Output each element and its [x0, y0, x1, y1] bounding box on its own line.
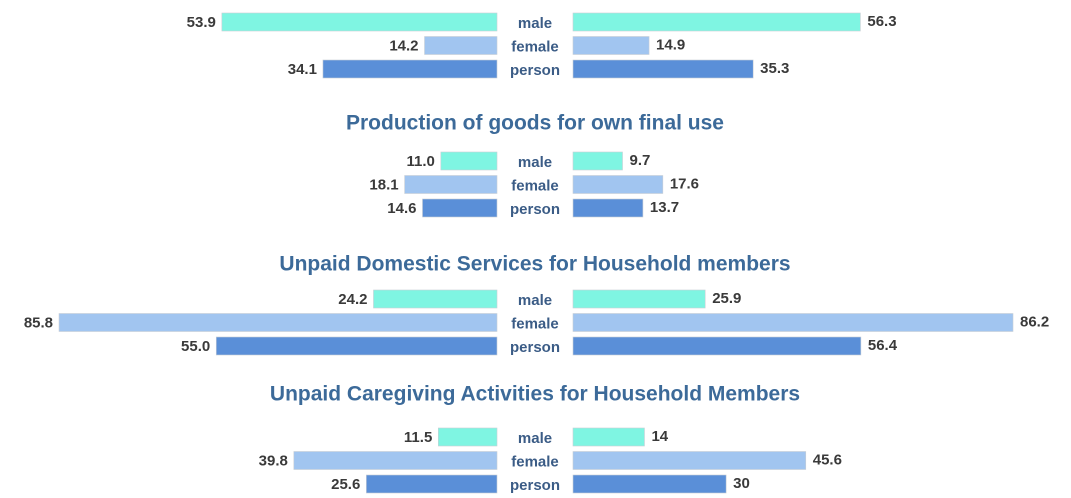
value-label-right: 17.6 [670, 175, 699, 192]
category-label: female [511, 177, 559, 194]
bar-right-male [572, 12, 861, 32]
bar-right-person [572, 336, 862, 356]
value-label-right: 14 [651, 428, 668, 445]
value-label-right: 14.9 [656, 36, 685, 53]
value-label-left: 53.9 [187, 14, 216, 31]
value-label-left: 11.5 [404, 429, 432, 446]
value-label-left: 18.1 [369, 176, 398, 193]
value-label-right: 13.7 [650, 199, 679, 216]
value-label-left: 14.6 [387, 200, 416, 217]
bar-left-person [366, 474, 498, 494]
bar-left-female [424, 36, 498, 55]
bar-left-person [322, 59, 498, 79]
bar-right-female [572, 36, 650, 55]
category-label: person [510, 477, 560, 494]
category-label: person [510, 339, 560, 356]
category-label: female [511, 38, 559, 55]
category-label: female [511, 453, 559, 470]
value-label-left: 85.8 [24, 314, 53, 331]
value-label-right: 86.2 [1020, 313, 1049, 330]
bar-left-male [373, 289, 498, 309]
bar-left-male [437, 427, 498, 447]
value-label-right: 25.9 [712, 290, 741, 307]
category-label: person [510, 201, 560, 218]
value-label-right: 35.3 [760, 60, 789, 77]
value-label-right: 45.6 [813, 451, 842, 468]
value-label-right: 9.7 [630, 152, 651, 169]
bar-right-female [572, 175, 664, 194]
category-label: female [511, 315, 559, 332]
value-label-left: 24.2 [338, 291, 367, 308]
bar-right-male [572, 151, 623, 171]
bar-left-male [221, 12, 498, 32]
category-label: male [518, 154, 552, 171]
value-label-left: 34.1 [288, 61, 317, 78]
value-label-right: 56.3 [867, 13, 896, 30]
category-label: person [510, 62, 560, 79]
bar-left-person [215, 336, 498, 356]
bar-left-female [404, 175, 498, 194]
bar-right-person [572, 59, 754, 79]
value-label-left: 39.8 [259, 452, 288, 469]
value-label-right: 30 [733, 475, 750, 492]
panel-title: Production of goods for own final use [346, 112, 724, 135]
bar-left-female [58, 313, 498, 332]
bar-right-female [572, 451, 807, 470]
bar-right-male [572, 289, 706, 309]
value-label-left: 11.0 [406, 153, 434, 170]
panel-title: Unpaid Domestic Services for Household m… [279, 253, 790, 276]
value-label-left: 55.0 [181, 338, 210, 355]
value-label-left: 14.2 [389, 37, 418, 54]
bar-right-male [572, 427, 645, 447]
bar-right-female [572, 313, 1014, 332]
bar-left-female [293, 451, 498, 470]
value-label-left: 25.6 [331, 476, 360, 493]
bar-right-person [572, 474, 727, 494]
category-label: male [518, 15, 552, 32]
category-label: male [518, 292, 552, 309]
panel-title: Unpaid Caregiving Activities for Househo… [270, 383, 800, 406]
category-label: male [518, 430, 552, 447]
bar-right-person [572, 198, 644, 218]
bar-left-male [440, 151, 498, 171]
bar-left-person [422, 198, 498, 218]
value-label-right: 56.4 [868, 337, 898, 354]
